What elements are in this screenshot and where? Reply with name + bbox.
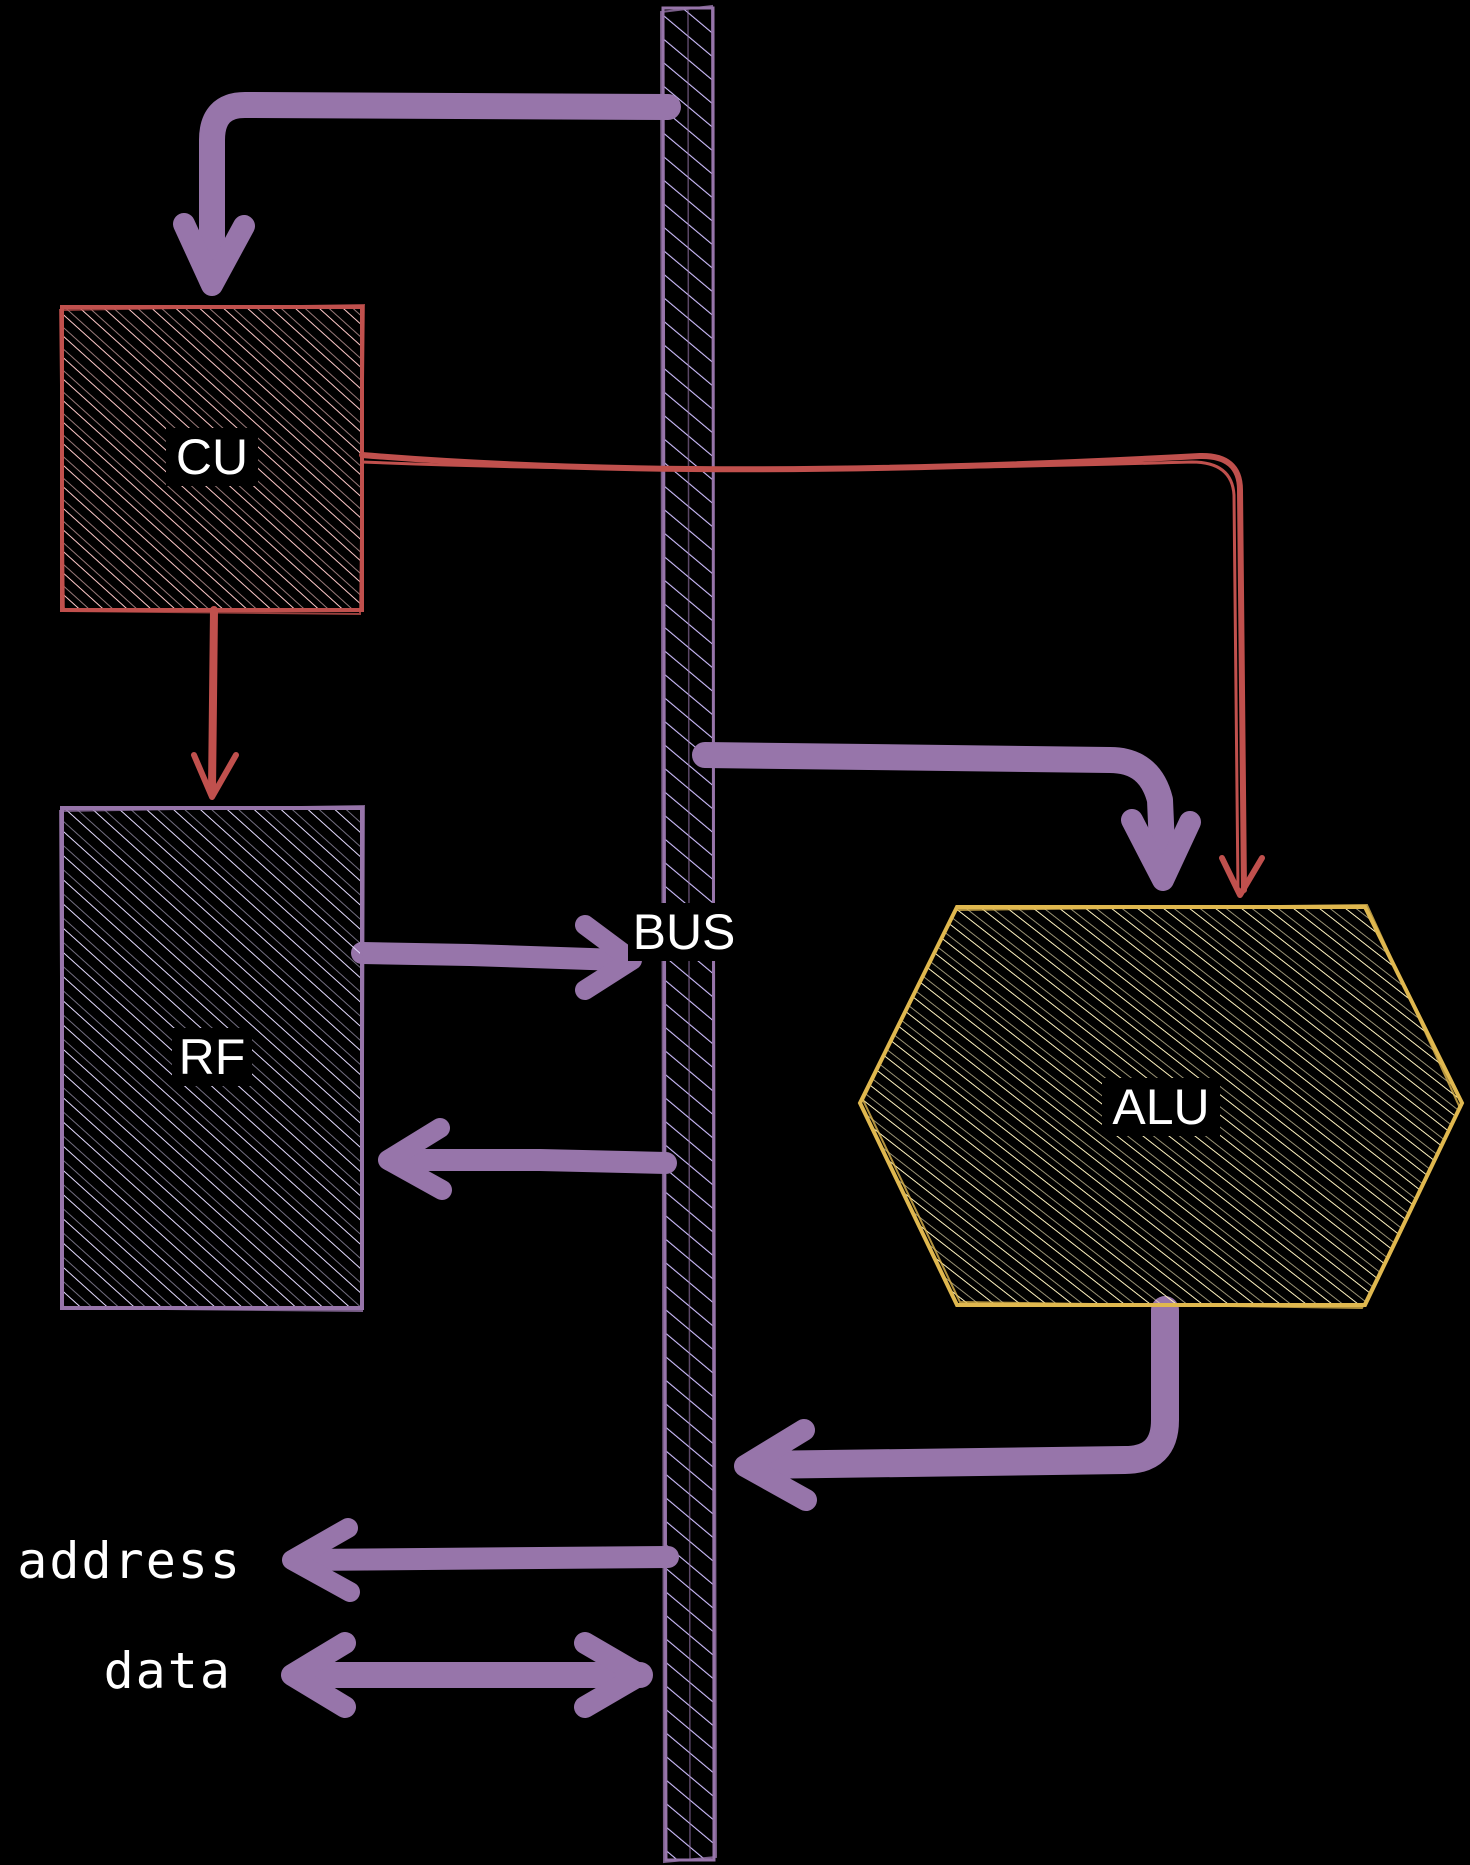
svg-text:BUS: BUS [633,904,736,960]
address-port-label: address [17,1532,242,1590]
bus-to-cu-arrow [173,92,681,296]
svg-text:RF: RF [179,1029,246,1085]
bus-label: BUS [628,903,740,961]
rf-label: RF [172,1028,252,1086]
svg-text:CU: CU [176,429,248,485]
cu-label: CU [166,428,258,486]
bus-to-address-arrow [282,1518,679,1602]
alu-label: ALU [1102,1078,1220,1136]
rf-to-bus-arrow [351,915,642,1000]
bus-to-rf-arrow [378,1118,677,1200]
svg-text:ALU: ALU [1112,1079,1209,1135]
bus-to-alu-arrow [692,742,1201,891]
cu-to-alu-control-line [359,452,1265,898]
data-bidirectional-arrow [281,1632,653,1718]
data-port-label: data [104,1642,232,1700]
cu-to-rf-control-line [191,606,239,800]
alu-to-bus-arrow [734,1296,1179,1511]
